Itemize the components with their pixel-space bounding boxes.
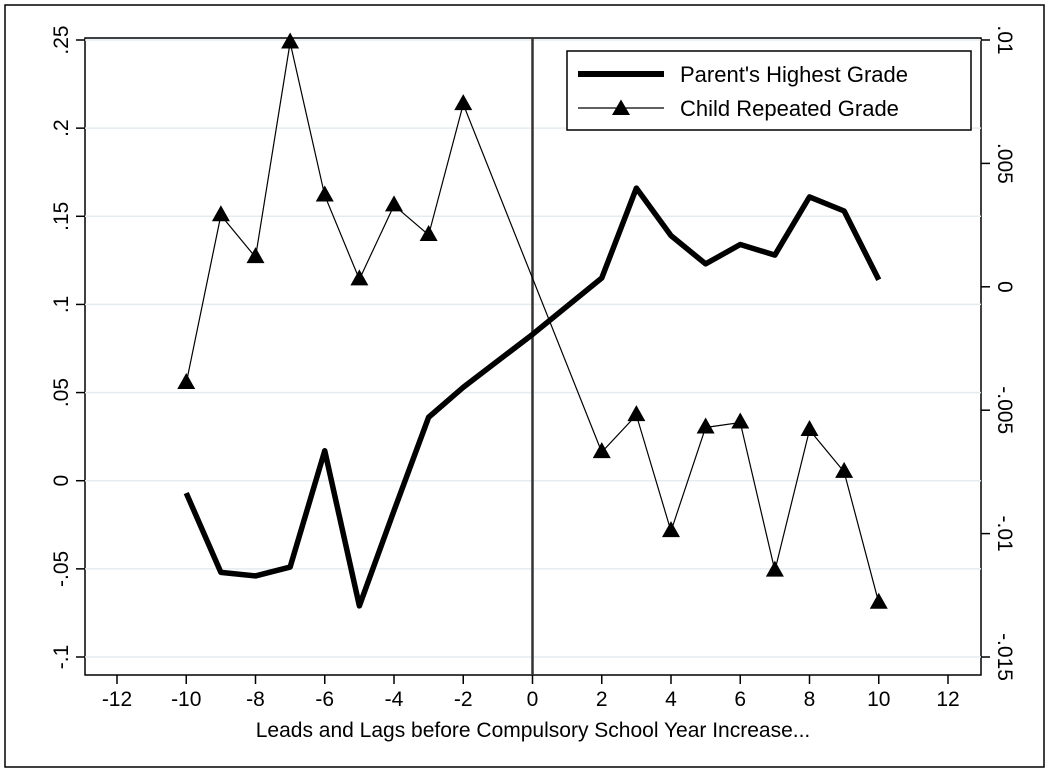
child-repeated-point (350, 269, 369, 286)
legend-label-parent: Parent's Highest Grade (680, 62, 908, 87)
y-right-tick-label: -.01 (993, 516, 1016, 552)
series-parents-highest-grade (183, 185, 882, 609)
y-left-axis-ticks: -.1 -.05 0 .05 .1 .15 .2 .25 (50, 25, 85, 669)
y-left-tick-label: -.1 (50, 645, 73, 670)
y-left-tick-label: 0 (50, 475, 73, 487)
x-tick-label: 12 (936, 688, 959, 711)
child-repeated-point (211, 205, 230, 222)
y-right-tick-label: .005 (993, 143, 1016, 184)
legend-label-child: Child Repeated Grade (680, 96, 899, 121)
x-tick-label: -12 (102, 688, 132, 711)
x-tick-label: 8 (804, 688, 816, 711)
x-axis-label: Leads and Lags before Compulsory School … (256, 719, 811, 742)
y-left-tick-label: .25 (50, 25, 73, 54)
x-tick-label: 10 (867, 688, 890, 711)
x-tick-label: -10 (171, 688, 201, 711)
legend-box (566, 50, 972, 131)
child-repeated-point (662, 521, 680, 538)
legend: Parent's Highest Grade Child Repeated Gr… (566, 50, 972, 131)
child-repeated-point (177, 373, 196, 390)
child-repeated-point (281, 32, 300, 49)
x-tick-label: -8 (246, 688, 265, 711)
y-left-tick-label: .05 (50, 378, 73, 407)
child-repeated-point (731, 412, 750, 429)
x-tick-label: -2 (454, 688, 473, 711)
y-right-tick-label: -.005 (993, 386, 1016, 434)
x-tick-label: 6 (734, 688, 746, 711)
y-left-tick-label: .2 (50, 119, 73, 137)
child-repeated-point (454, 94, 473, 111)
child-repeated-line (185, 42, 880, 603)
child-repeated-point (246, 247, 265, 264)
child-repeated-point (627, 405, 646, 422)
y-left-tick-label: .15 (50, 202, 73, 231)
x-axis-ticks: -12 -10 -8 -6 -4 -2 0 2 4 6 8 10 12 (102, 675, 960, 711)
x-tick-label: -6 (315, 688, 334, 711)
x-tick-label: 2 (596, 688, 608, 711)
y-left-tick-label: .1 (50, 296, 73, 314)
child-repeated-point (869, 592, 888, 609)
y-right-tick-label: 0 (993, 281, 1016, 293)
child-repeated-point (765, 560, 784, 577)
x-tick-label: -4 (385, 688, 404, 711)
x-tick-label: 4 (665, 688, 677, 711)
parent-grade-line (183, 185, 882, 609)
y-left-tick-label: -.05 (50, 551, 73, 587)
child-repeated-point (385, 195, 403, 212)
child-repeated-point (835, 461, 854, 478)
child-repeated-point (592, 442, 611, 459)
child-repeated-point (696, 417, 715, 434)
y-right-tick-label: -.015 (993, 633, 1016, 681)
child-repeated-point (800, 419, 819, 436)
child-repeated-point (315, 185, 334, 202)
child-repeated-point (419, 224, 438, 241)
legend-marker-child (612, 99, 630, 115)
y-right-axis-ticks: -.015 -.01 -.005 0 .005 .01 (981, 25, 1016, 681)
x-tick-label: 0 (527, 688, 539, 711)
y-right-tick-label: .01 (993, 25, 1016, 54)
series-child-repeated-grade (177, 32, 888, 609)
